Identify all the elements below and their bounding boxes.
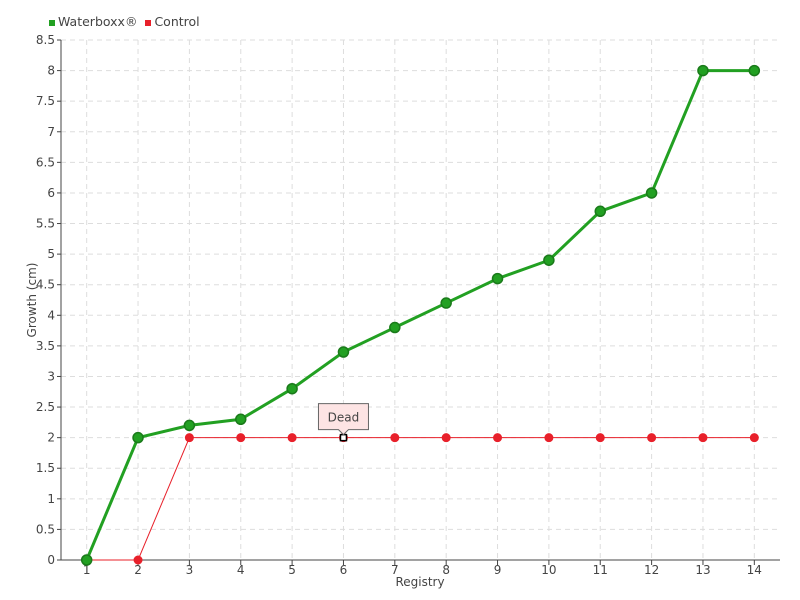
data-point [440,297,452,309]
annotation-marker [339,433,348,442]
legend: Waterboxx® Control [49,14,200,29]
y-tick-label: 6.5 [36,155,55,169]
y-tick-label: 2.5 [36,400,55,414]
data-point [594,205,606,218]
x-tick-label: 9 [494,563,502,577]
data-point [236,433,246,443]
x-axis-label: Registry [395,575,444,589]
x-tick-label: 5 [288,563,296,577]
y-tick-label: 7 [47,125,55,139]
data-point [647,433,657,443]
x-tick-label: 11 [593,563,608,577]
x-tick-label: 7 [391,563,399,577]
y-tick-label: 5.5 [36,217,55,231]
data-point [235,413,247,426]
data-point [543,254,555,266]
data-point [493,433,503,443]
data-point [184,433,194,443]
series-line [85,69,755,561]
x-tick-label: 13 [695,563,710,577]
x-tick-label: 4 [237,563,245,577]
data-point [389,321,401,334]
legend-item-control[interactable]: Control [145,14,200,29]
legend-item-waterboxx[interactable]: Waterboxx® [49,14,137,29]
data-point [286,382,298,395]
data-point [441,433,451,443]
x-tick-label: 6 [340,563,348,577]
data-point [491,272,504,285]
y-axis-label: Growth (cm) [25,263,39,338]
data-point [748,64,761,77]
y-tick-label: 8.5 [36,33,55,47]
data-point [595,433,605,443]
y-tick-label: 3 [47,369,55,383]
y-tick-label: 6 [47,186,55,200]
y-tick-label: 5 [47,247,55,261]
data-point [645,187,658,199]
series-line [86,437,755,561]
y-tick-label: 2 [47,431,55,445]
annotation-box [317,403,369,436]
y-tick-label: 4.5 [36,278,55,292]
y-tick-label: 3.5 [36,339,55,353]
y-tick-label: 1 [47,492,55,506]
y-tick-label: 0.5 [36,522,55,536]
x-tick-label: 1 [83,563,91,577]
data-point [80,554,93,566]
data-point [133,555,143,565]
y-tick-label: 4 [47,308,55,322]
data-point [697,64,709,77]
y-tick-label: 1.5 [36,461,55,475]
legend-swatch [49,19,55,26]
data-point [132,431,144,444]
data-point [544,433,554,443]
y-tick-label: 7.5 [36,94,55,108]
data-point [749,433,759,443]
annotation-text: Dead [328,411,360,425]
data-point [337,346,350,358]
data-point [183,419,196,432]
x-tick-label: 12 [644,563,659,577]
data-point [287,433,297,443]
x-tick-label: 14 [747,563,762,577]
y-tick-label: 0 [47,553,55,567]
data-point [698,433,708,443]
x-tick-label: 3 [186,563,194,577]
x-tick-label: 2 [134,563,142,577]
legend-label: Control [154,14,200,29]
data-point [390,433,400,443]
y-tick-label: 8 [47,64,55,78]
legend-label: Waterboxx® [58,14,138,29]
x-tick-label: 10 [541,563,556,577]
x-tick-label: 8 [442,563,450,577]
legend-swatch [145,19,152,26]
